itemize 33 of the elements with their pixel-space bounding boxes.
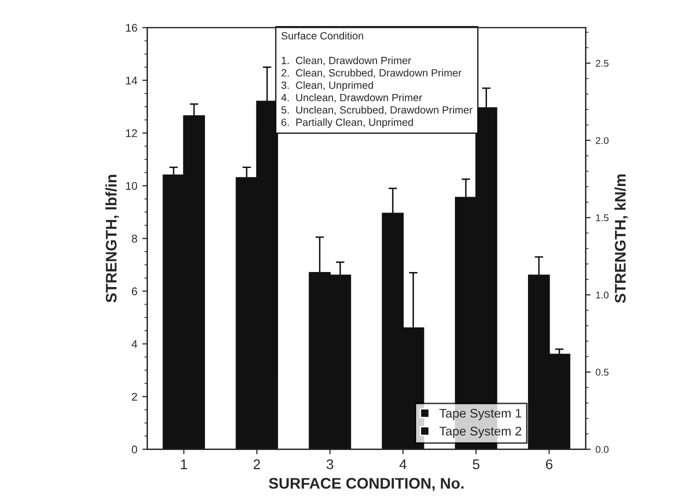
y-tick-label: 12 (126, 129, 137, 138)
y2-tick-label: 1.5 (596, 214, 609, 222)
y2-tick-label: 2.5 (596, 60, 609, 67)
annotation: 5. Unclean, Scrubbed, Drawdown Primer (281, 106, 472, 115)
x-tick-label: 6 (546, 459, 552, 470)
y2-tick-label: 0.0 (596, 446, 609, 453)
annotation: Surface Condition (281, 32, 364, 40)
y2-tick-label: 2.0 (596, 137, 609, 144)
y-tick-label: 2 (132, 392, 137, 401)
x-tick-label: 2 (254, 459, 260, 470)
y-tick-label: 0 (132, 446, 138, 454)
x-tick-label: 5 (472, 460, 480, 470)
x-axis-title: SURFACE CONDITION, No. (268, 478, 464, 491)
y2-tick-label: 0.5 (596, 368, 609, 376)
y2-axis-title: STRENGTH, kN/m (614, 174, 628, 303)
annotation: 2. Clean, Scrubbed, Drawdown Primer (282, 68, 462, 78)
y-tick-label: 10 (126, 182, 138, 190)
x-tick-label: 4 (399, 460, 406, 470)
y2-tick-label: 1.0 (596, 292, 609, 298)
annotation: 3. Clean, Unprimed (281, 81, 373, 91)
annotation: 1. Clean, Drawdown Primer (282, 56, 412, 66)
x-tick-label: 1 (181, 460, 187, 470)
y-tick-label: 14 (126, 76, 138, 84)
y-tick-label: 8 (132, 234, 138, 243)
y-tick-label: 16 (126, 24, 138, 32)
y-tick-label: 6 (132, 287, 138, 296)
annotation: 6. Partially Clean, Unprimed (282, 118, 413, 128)
legend-label: Tape System 1 (439, 408, 522, 420)
x-tick-label: 3 (326, 459, 334, 470)
annotation: 4. Unclean, Drawdown Primer (281, 94, 422, 102)
legend-label: Tape System 2 (439, 426, 522, 438)
y-tick-label: 4 (132, 340, 138, 348)
y-axis-title: STRENGTH, lbf/in (105, 174, 119, 303)
